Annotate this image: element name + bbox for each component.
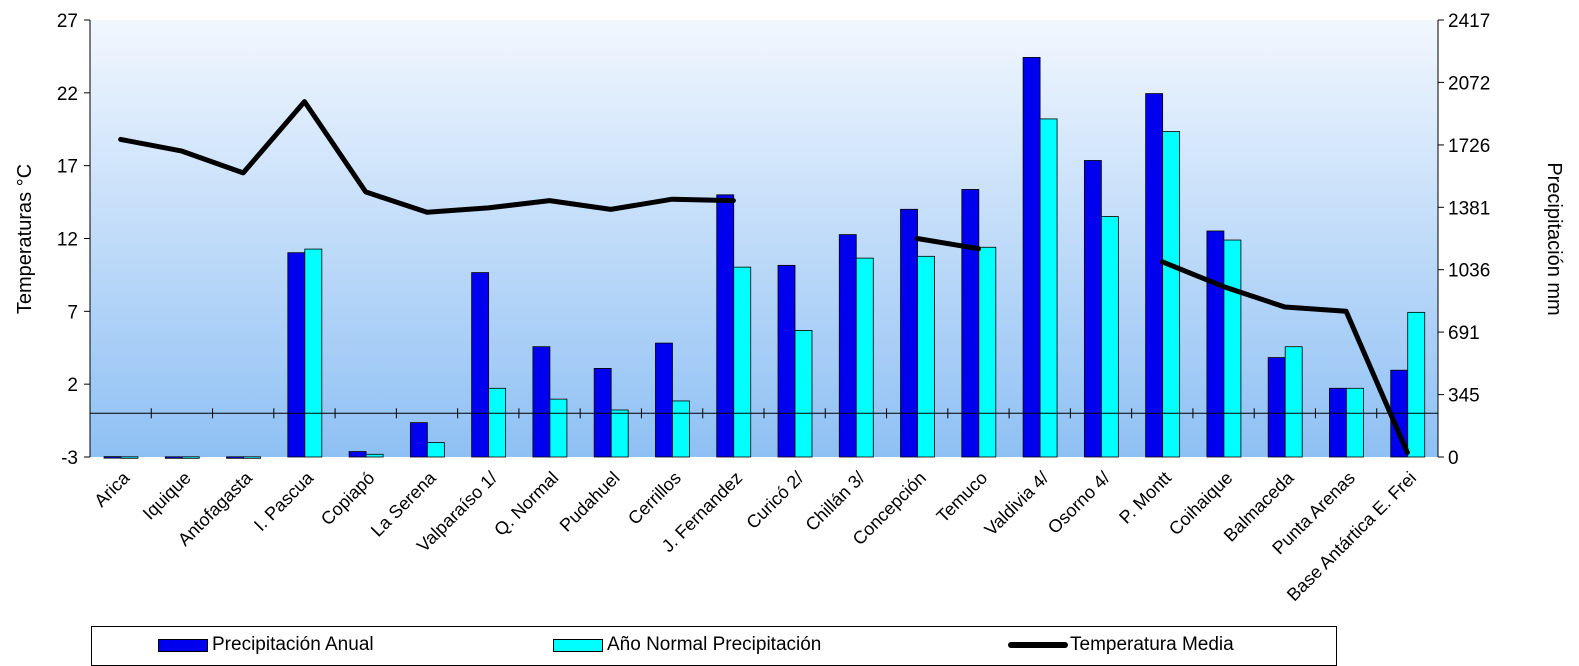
bar-ano-normal-precipitacion-punta-arenas (1346, 387, 1364, 458)
bar-ano-normal-precipitacion-pudahuel (610, 409, 629, 458)
legend-item-temperatura-media: Temperatura Media (1008, 634, 1234, 656)
bar-precipitacion-anual-punta-arenas (1329, 387, 1347, 458)
category-label-cerrillos: Cerrillos (624, 468, 685, 529)
category-label-curico-2: Curicó 2/ (742, 468, 807, 533)
y-tick-label: 7 (67, 302, 78, 323)
category-label-iquique: Iquique (139, 468, 195, 524)
bar-ano-normal-precipitacion-valparaiso-1 (488, 387, 507, 458)
bar-precipitacion-anual-p-montt (1145, 93, 1164, 458)
bar-ano-normal-precipitacion-j-fernandez (733, 266, 752, 458)
bar-precipitacion-anual-valdivia-4 (1022, 57, 1041, 458)
y-tick-label: 27 (57, 11, 78, 32)
category-label-p-montt: P. Montt (1115, 468, 1175, 528)
y2-tick-label: 1726 (1448, 136, 1490, 157)
bar-precipitacion-anual-balmaceda (1267, 357, 1286, 458)
legend-item-ano-normal: Año Normal Precipitación (553, 634, 821, 656)
temperature-line-segment-2 (914, 236, 981, 252)
bar-precipitacion-anual-temuco (961, 189, 980, 458)
bar-ano-normal-precipitacion-valdivia-4 (1039, 118, 1058, 458)
bar-ano-normal-precipitacion-temuco (978, 246, 997, 458)
category-label-temuco: Temuco (933, 468, 992, 527)
y2-tick-label: 2072 (1448, 73, 1490, 94)
bar-ano-normal-precipitacion-i-pascua (304, 248, 323, 458)
bar-precipitacion-anual-chillan-3 (838, 234, 857, 458)
legend: Precipitación Anual Año Normal Precipita… (91, 626, 1337, 666)
category-label-copiapo: Copiapó (317, 468, 379, 530)
bar-ano-normal-precipitacion-concepcion (917, 255, 935, 458)
category-label-arica: Arica (90, 467, 134, 511)
bar-ano-normal-precipitacion-base-antartica-e-frei (1407, 311, 1426, 458)
bar-ano-normal-precipitacion-balmaceda (1284, 346, 1303, 458)
bar-precipitacion-anual-osorno-4 (1083, 160, 1102, 458)
bar-precipitacion-anual-curico-2 (777, 264, 796, 458)
legend-label: Año Normal Precipitación (607, 634, 822, 655)
y-tick-label: 2 (67, 375, 78, 396)
category-label-valdivia-4: Valdivia 4/ (981, 468, 1053, 540)
bar-ano-normal-precipitacion-chillan-3 (855, 257, 874, 458)
bar-precipitacion-anual-la-serena (409, 422, 428, 458)
y2-tick-label: 2417 (1448, 11, 1490, 32)
bar-ano-normal-precipitacion-arica (120, 456, 139, 459)
bar-ano-normal-precipitacion-p-montt (1162, 131, 1181, 458)
legend-label: Temperatura Media (1070, 634, 1234, 655)
category-label-i-pascua: I. Pascua (250, 467, 318, 535)
legend-item-precipitacion-anual: Precipitación Anual (158, 634, 374, 656)
y2-tick-label: 345 (1448, 386, 1480, 407)
bar-precipitacion-anual-pudahuel (593, 368, 612, 458)
category-label-pudahuel: Pudahuel (556, 468, 624, 536)
category-label-osorno-4: Osorno 4/ (1044, 468, 1114, 538)
temperature-line-segment-3 (1159, 259, 1410, 456)
bar-ano-normal-precipitacion-q-normal (549, 398, 568, 458)
bar-precipitacion-anual-cerrillos (655, 342, 673, 458)
bar-ano-normal-precipitacion-curico-2 (794, 330, 813, 458)
y2-tick-label: 691 (1448, 323, 1480, 344)
temperature-line-segment-1 (118, 99, 736, 215)
legend-label: Precipitación Anual (212, 634, 374, 655)
bar-precipitacion-anual-arica (103, 456, 122, 459)
y2-tick-label: 0 (1448, 448, 1459, 469)
bar-precipitacion-anual-coihaique (1206, 230, 1225, 458)
y2-tick-label: 1036 (1448, 261, 1490, 282)
legend-swatch-precipitacion-anual (158, 638, 208, 652)
bar-precipitacion-anual-concepcion (900, 208, 918, 458)
bar-ano-normal-precipitacion-cerrillos (672, 400, 690, 458)
bar-precipitacion-anual-j-fernandez (716, 194, 735, 458)
bar-ano-normal-precipitacion-iquique (181, 456, 200, 459)
bar-precipitacion-anual-antofagasta (226, 456, 244, 459)
legend-swatch-temperatura-media (1008, 642, 1068, 648)
y2-axis-title: Precipitación mm (1543, 162, 1565, 315)
y2-tick-label: 1381 (1448, 198, 1490, 219)
bar-precipitacion-anual-copiapo (348, 451, 367, 458)
bar-precipitacion-anual-i-pascua (287, 252, 306, 458)
bar-ano-normal-precipitacion-coihaique (1223, 239, 1242, 458)
y-tick-label: 17 (57, 157, 78, 178)
bar-ano-normal-precipitacion-copiapo (365, 453, 384, 458)
y-tick-label: 22 (57, 84, 78, 105)
bar-precipitacion-anual-valparaiso-1 (471, 272, 490, 458)
y-tick-label: -3 (61, 448, 78, 469)
bar-precipitacion-anual-q-normal (532, 346, 551, 458)
y-axis-title: Temperaturas °C (14, 164, 36, 314)
y-tick-label: 12 (57, 230, 78, 251)
category-label-q-normal: Q. Normal (490, 468, 562, 540)
bar-ano-normal-precipitacion-la-serena (426, 442, 445, 458)
legend-swatch-ano-normal (553, 638, 603, 652)
bar-ano-normal-precipitacion-antofagasta (243, 456, 261, 459)
bar-ano-normal-precipitacion-osorno-4 (1100, 216, 1119, 458)
bar-precipitacion-anual-iquique (164, 456, 183, 459)
chart: 27 22 17 12 7 2 -3 2417 2072 1726 1381 1036 691 345 0… (14, 11, 1565, 605)
